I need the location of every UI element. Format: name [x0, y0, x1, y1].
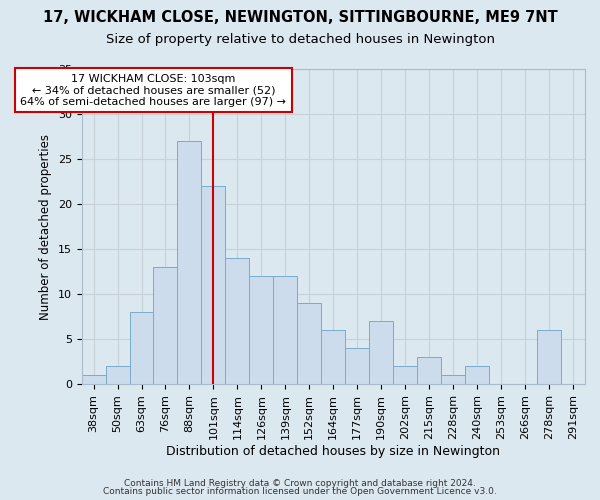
Bar — [537, 330, 561, 384]
Bar — [178, 141, 202, 384]
Bar — [465, 366, 489, 384]
Bar — [369, 321, 393, 384]
X-axis label: Distribution of detached houses by size in Newington: Distribution of detached houses by size … — [166, 444, 500, 458]
Bar — [274, 276, 298, 384]
Bar — [321, 330, 345, 384]
Bar — [226, 258, 250, 384]
Bar — [202, 186, 226, 384]
Bar — [130, 312, 154, 384]
Bar — [417, 357, 441, 384]
Bar — [154, 267, 178, 384]
Bar — [345, 348, 369, 384]
Bar — [82, 375, 106, 384]
Bar — [106, 366, 130, 384]
Bar — [393, 366, 417, 384]
Text: Contains public sector information licensed under the Open Government Licence v3: Contains public sector information licen… — [103, 487, 497, 496]
Bar — [441, 375, 465, 384]
Bar — [298, 303, 321, 384]
Y-axis label: Number of detached properties: Number of detached properties — [39, 134, 52, 320]
Text: 17, WICKHAM CLOSE, NEWINGTON, SITTINGBOURNE, ME9 7NT: 17, WICKHAM CLOSE, NEWINGTON, SITTINGBOU… — [43, 10, 557, 25]
Text: Size of property relative to detached houses in Newington: Size of property relative to detached ho… — [106, 32, 494, 46]
Bar — [250, 276, 274, 384]
Text: 17 WICKHAM CLOSE: 103sqm
← 34% of detached houses are smaller (52)
64% of semi-d: 17 WICKHAM CLOSE: 103sqm ← 34% of detach… — [20, 74, 286, 106]
Text: Contains HM Land Registry data © Crown copyright and database right 2024.: Contains HM Land Registry data © Crown c… — [124, 478, 476, 488]
